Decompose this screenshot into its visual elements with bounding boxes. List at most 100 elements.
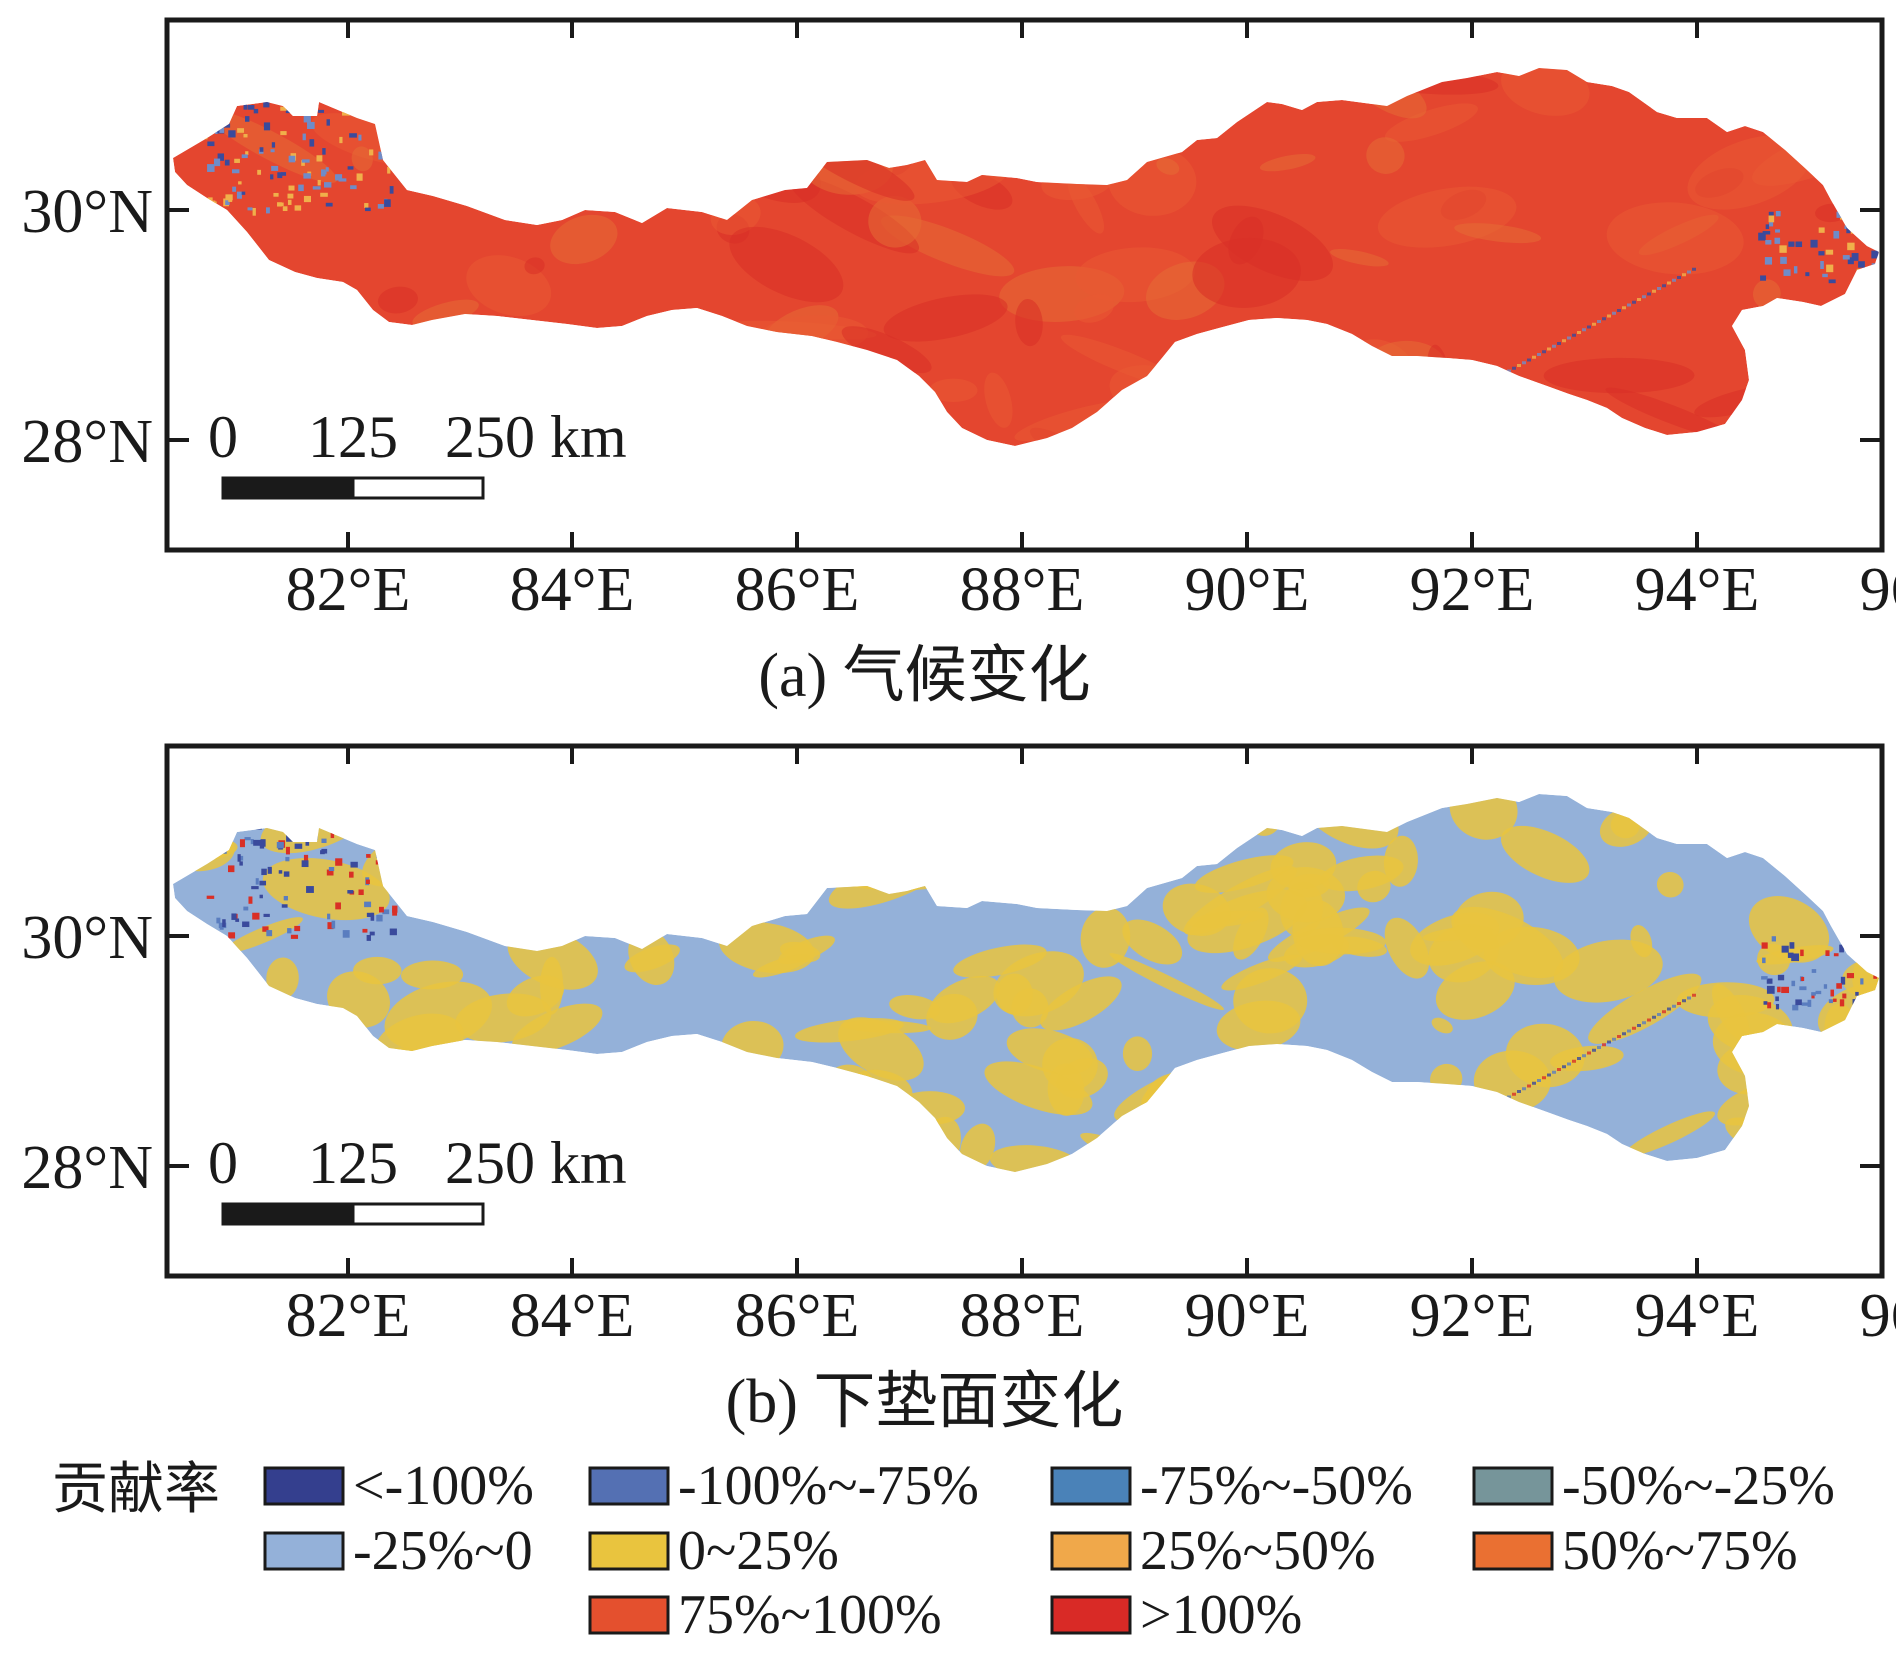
streak-pixel	[1537, 353, 1541, 356]
noise-pixel	[335, 858, 343, 866]
class-patch	[868, 195, 922, 248]
streak-pixel	[1677, 1002, 1681, 1005]
class-patch	[438, 340, 535, 365]
noise-pixel	[235, 918, 240, 922]
noise-pixel	[303, 173, 311, 179]
streak-pixel	[1502, 372, 1506, 376]
noise-pixel	[1839, 999, 1845, 1007]
noise-pixel	[335, 902, 341, 910]
noise-pixel	[1767, 1002, 1772, 1009]
class-patch	[1384, 103, 1478, 142]
streak-pixel	[1567, 1062, 1571, 1066]
noise-pixel	[1771, 936, 1776, 942]
legend-swatch	[1050, 1466, 1132, 1506]
class-patch	[1080, 1132, 1178, 1172]
noise-pixel	[259, 147, 264, 152]
legend-swatch	[588, 1531, 670, 1571]
noise-pixel	[1825, 950, 1830, 956]
noise-pixel	[317, 179, 321, 186]
noise-pixel	[294, 843, 303, 849]
noise-pixel	[347, 890, 354, 894]
streak-pixel	[1692, 993, 1696, 997]
noise-pixel	[303, 114, 311, 123]
streak-pixel	[1652, 289, 1656, 293]
noise-pixel	[273, 192, 279, 197]
noise-pixel	[1857, 231, 1862, 237]
legend-item: 50%~75%	[1472, 1520, 1798, 1582]
class-patch	[813, 825, 928, 878]
noise-pixel	[376, 852, 381, 858]
noise-pixel	[365, 207, 371, 212]
class-patch	[488, 832, 549, 893]
class-patch	[1244, 357, 1276, 423]
noise-pixel	[379, 906, 384, 913]
class-patch	[533, 167, 563, 216]
class-patch	[174, 1015, 292, 1042]
basin-raster	[173, 794, 1879, 1172]
noise-pixel	[374, 841, 382, 846]
class-patch	[386, 809, 464, 847]
noise-pixel	[1758, 232, 1766, 241]
noise-pixel	[1833, 953, 1839, 957]
noise-pixel	[234, 158, 240, 163]
noise-pixel	[309, 139, 315, 147]
noise-pixel	[325, 167, 329, 172]
noise-pixel	[278, 870, 283, 874]
streak-pixel	[1617, 1035, 1621, 1038]
noise-pixel	[1805, 272, 1810, 277]
streak-pixel	[1627, 1029, 1631, 1033]
noise-pixel	[256, 826, 262, 830]
noise-pixel	[311, 835, 318, 840]
noise-pixel	[280, 172, 287, 176]
class-patch	[1749, 1138, 1866, 1172]
noise-pixel	[228, 932, 236, 939]
class-patch	[542, 875, 626, 901]
noise-pixel	[208, 201, 217, 209]
scale-bar: 0 125 250 km	[208, 404, 627, 500]
noise-pixel	[248, 896, 253, 904]
noise-pixel	[267, 866, 272, 874]
noise-pixel	[342, 930, 350, 938]
x-tick-label: 88°E	[960, 1282, 1085, 1350]
class-patch	[866, 121, 912, 160]
x-tick-label: 86°E	[735, 1282, 860, 1350]
streak-pixel	[1577, 331, 1581, 334]
noise-pixel	[371, 104, 377, 112]
class-patch	[1630, 925, 1653, 958]
noise-pixel	[321, 838, 327, 843]
noise-pixel	[263, 122, 271, 131]
noise-pixel	[1826, 264, 1834, 273]
streak-pixel	[1557, 342, 1561, 345]
class-patch	[1330, 249, 1389, 267]
legend-item: -25%~0	[263, 1520, 533, 1582]
noise-pixel	[1818, 227, 1825, 233]
scale-label-250: 250 km	[445, 1130, 627, 1196]
noise-pixel	[327, 913, 331, 920]
noise-pixel	[250, 839, 254, 845]
noise-pixel	[206, 895, 215, 899]
noise-pixel	[389, 841, 396, 850]
noise-pixel	[1791, 953, 1800, 962]
noise-pixel	[364, 901, 372, 908]
noise-pixel	[260, 839, 266, 847]
class-patch	[1454, 223, 1542, 244]
noise-pixel	[307, 121, 315, 129]
noise-pixel	[1823, 984, 1828, 989]
scale-bar-black	[221, 476, 355, 500]
class-patch	[1852, 951, 1879, 1006]
noise-pixel	[280, 106, 287, 111]
x-tick-label: 94°E	[1635, 556, 1760, 624]
streak-pixel	[1687, 270, 1691, 274]
legend-title: 贡献率	[52, 1459, 220, 1521]
noise-pixel	[301, 860, 309, 868]
class-patch	[1784, 1126, 1823, 1172]
noise-pixel	[1836, 983, 1842, 989]
class-patch	[1449, 794, 1518, 840]
noise-pixel	[245, 116, 250, 122]
noise-pixel	[331, 920, 336, 929]
class-patch	[733, 839, 789, 883]
class-patch	[1270, 842, 1337, 890]
class-patch	[1764, 1038, 1879, 1079]
noise-pixel	[237, 854, 241, 862]
noise-pixel	[252, 912, 260, 920]
